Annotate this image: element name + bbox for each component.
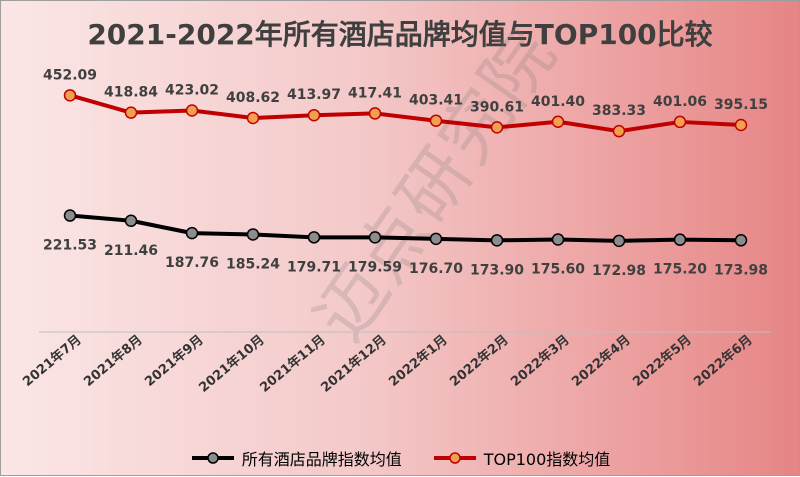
data-point-all-brands [429, 232, 443, 246]
x-tick-label: 2021年11月 [257, 332, 329, 396]
data-label-all-brands: 187.76 [165, 255, 219, 271]
series-line-top100 [69, 93, 742, 134]
legend-item-all-brands: 所有酒店品牌指数均值 [190, 446, 402, 470]
legend-swatch-top100 [433, 452, 476, 464]
data-label-top100: 418.84 [104, 85, 158, 101]
x-tick-label: 2022年3月 [508, 332, 573, 390]
data-point-all-brands [673, 233, 687, 246]
data-label-all-brands: 173.98 [714, 262, 768, 278]
legend-label-all-brands: 所有酒店品牌指数均值 [241, 450, 402, 469]
x-tick-label: 2022年5月 [630, 332, 695, 390]
data-point-all-brands [368, 231, 382, 244]
data-point-all-brands [124, 214, 138, 228]
data-label-all-brands: 221.53 [43, 238, 97, 254]
data-point-top100 [734, 118, 748, 132]
data-point-top100 [63, 89, 77, 102]
data-label-top100: 390.61 [470, 99, 524, 115]
series-line-all-brands [69, 213, 742, 243]
data-point-top100 [429, 114, 443, 127]
legend: 所有酒店品牌指数均值 TOP100指数均值 [1, 446, 799, 470]
data-point-top100 [612, 124, 626, 138]
data-point-all-brands [612, 234, 626, 248]
data-label-all-brands: 176.70 [409, 261, 463, 277]
legend-swatch-all-brands [191, 452, 234, 464]
data-point-top100 [246, 111, 260, 125]
data-point-top100 [368, 107, 382, 120]
legend-label-top100: TOP100指数均值 [483, 450, 611, 469]
data-label-top100: 401.06 [653, 94, 707, 110]
x-tick-label: 2021年10月 [196, 332, 268, 396]
data-point-all-brands [490, 234, 504, 247]
data-label-top100: 401.40 [531, 94, 585, 110]
data-point-top100 [307, 108, 321, 122]
data-label-all-brands: 179.71 [287, 259, 341, 275]
data-label-all-brands: 175.60 [531, 261, 585, 277]
x-tick-label: 2022年6月 [691, 332, 756, 390]
data-point-top100 [673, 115, 687, 129]
data-label-top100: 383.33 [592, 103, 646, 119]
data-label-top100: 413.97 [287, 87, 341, 103]
data-label-all-brands: 175.20 [653, 262, 707, 278]
data-label-top100: 395.15 [714, 97, 768, 113]
data-point-all-brands [551, 233, 565, 246]
data-label-all-brands: 185.24 [226, 256, 280, 272]
x-tick-label: 2021年12月 [318, 332, 390, 396]
data-label-all-brands: 179.59 [348, 259, 402, 275]
data-point-top100 [551, 115, 565, 129]
data-point-top100 [185, 104, 199, 117]
x-tick-label: 2022年4月 [569, 332, 634, 390]
x-tick-label: 2021年7月 [20, 332, 85, 390]
data-point-all-brands [307, 231, 321, 244]
data-label-top100: 423.02 [165, 82, 219, 98]
x-tick-label: 2021年8月 [81, 332, 146, 390]
data-label-all-brands: 173.90 [470, 262, 524, 278]
chart-title: 2021-2022年所有酒店品牌均值与TOP100比较 [87, 18, 713, 51]
data-point-top100 [490, 121, 504, 134]
data-point-all-brands [246, 228, 260, 241]
data-label-top100: 417.41 [348, 85, 402, 101]
data-label-top100: 452.09 [43, 67, 97, 83]
x-tick-label: 2021年9月 [142, 332, 207, 390]
data-label-all-brands: 172.98 [592, 263, 646, 279]
data-label-top100: 403.41 [409, 93, 463, 109]
data-point-all-brands [185, 226, 199, 240]
data-label-all-brands: 211.46 [104, 243, 158, 259]
data-point-all-brands [734, 234, 748, 247]
data-point-top100 [124, 106, 138, 119]
x-tick-label: 2022年2月 [447, 332, 512, 390]
data-point-all-brands [63, 209, 77, 222]
x-tick-label: 2022年1月 [386, 332, 451, 390]
data-label-top100: 408.62 [226, 90, 280, 106]
legend-item-top100: TOP100指数均值 [432, 446, 611, 470]
